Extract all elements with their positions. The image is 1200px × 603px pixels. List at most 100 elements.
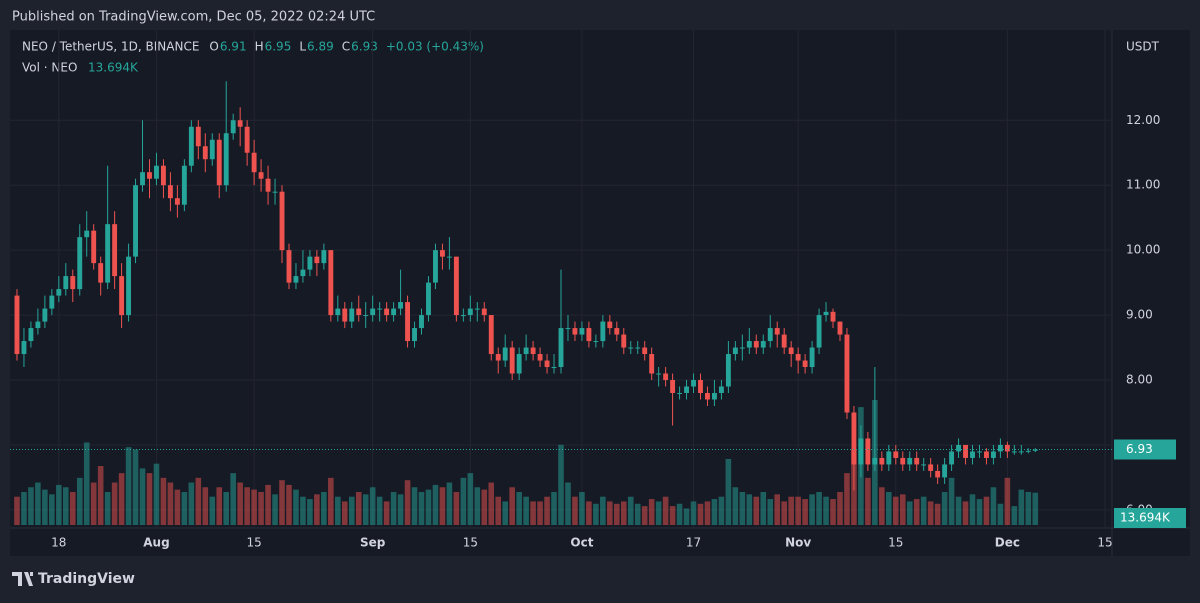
volume-bar xyxy=(990,487,997,525)
candle-body xyxy=(363,315,369,317)
volume-bar xyxy=(474,487,481,525)
volume-bar xyxy=(118,473,125,525)
candle-body xyxy=(767,328,773,342)
volume-bar xyxy=(634,503,641,525)
candle-body xyxy=(725,354,731,387)
volume-bar xyxy=(886,491,892,525)
volume-bar xyxy=(83,442,90,525)
ohlc-key: L xyxy=(299,40,306,54)
candle-body xyxy=(816,315,822,348)
candle-body xyxy=(823,311,829,316)
candle-body xyxy=(886,451,892,465)
candle-body xyxy=(307,256,313,270)
volume-bar xyxy=(307,499,313,525)
volume-bar xyxy=(620,501,627,525)
candle-body xyxy=(77,237,83,290)
volume-bar xyxy=(216,487,223,525)
volume-bar xyxy=(1032,492,1039,525)
volume-bar xyxy=(56,484,62,525)
ohlc-key: H xyxy=(255,40,264,54)
candle-body xyxy=(879,457,885,465)
candle-body xyxy=(439,250,445,257)
candle-body xyxy=(691,380,696,387)
candle-body xyxy=(984,451,989,458)
candle-body xyxy=(977,451,982,453)
candle-body xyxy=(70,276,76,290)
volume-bar xyxy=(432,484,439,525)
volume-bar xyxy=(593,503,599,525)
candle-body xyxy=(1032,449,1038,451)
candle-body xyxy=(154,165,159,179)
candle-body xyxy=(865,438,871,465)
volume-bar xyxy=(390,491,397,525)
candle-body xyxy=(516,354,522,374)
volume-bar xyxy=(69,491,76,525)
candle-body xyxy=(753,341,759,348)
volume-bar xyxy=(460,477,467,525)
volume-bar xyxy=(941,491,948,525)
candle-body xyxy=(335,308,341,316)
candle-body xyxy=(1011,451,1017,453)
volume-bar xyxy=(948,477,955,525)
candle-body xyxy=(412,328,417,342)
volume-bar xyxy=(600,496,606,525)
candle-body xyxy=(1025,450,1031,452)
candle-body xyxy=(356,308,362,316)
volume-bar xyxy=(1011,506,1018,525)
candle-body xyxy=(112,224,118,277)
volume-bar xyxy=(446,482,453,525)
candle-body xyxy=(656,373,662,375)
volume-bar xyxy=(42,489,48,525)
candle-body xyxy=(830,311,836,322)
candle-body xyxy=(126,256,132,316)
volume-bar xyxy=(1004,477,1011,525)
candle-body xyxy=(91,230,97,264)
candle-body xyxy=(265,178,271,192)
volume-bar xyxy=(892,496,899,525)
candle-body xyxy=(900,457,906,465)
candle-body xyxy=(244,126,250,153)
volume-bar xyxy=(237,482,243,525)
volume-bar xyxy=(920,496,927,525)
volume-bar xyxy=(711,499,718,525)
y-tick-label: 9.00 xyxy=(1126,308,1153,322)
volume-bar xyxy=(558,444,564,525)
candle-body xyxy=(684,386,689,394)
candle-body xyxy=(739,347,745,349)
last-price-label: 6.93 xyxy=(1126,442,1153,456)
volume-bar xyxy=(286,484,292,525)
candle-body xyxy=(474,308,480,310)
x-tick-label: Dec xyxy=(995,536,1020,550)
candle-body xyxy=(565,328,571,330)
volume-bar xyxy=(865,477,871,525)
candle-body xyxy=(467,308,473,316)
candle-body xyxy=(837,321,843,335)
volume-bar xyxy=(788,496,794,525)
volume-bar xyxy=(969,494,976,525)
candle-body xyxy=(558,328,564,368)
candle-body xyxy=(426,282,431,316)
volume-bar xyxy=(1025,491,1032,525)
x-tick-label: Sep xyxy=(360,536,386,550)
volume-bar xyxy=(495,496,502,525)
candle-body xyxy=(990,451,996,458)
candle-body xyxy=(1004,444,1010,452)
x-tick-label: 15 xyxy=(888,536,903,550)
volume-title: Vol · NEO xyxy=(22,61,77,75)
brand: TradingView xyxy=(38,571,135,587)
volume-bar xyxy=(467,473,474,525)
candle-body xyxy=(119,276,125,316)
volume-bar xyxy=(195,477,202,525)
volume-bar xyxy=(341,501,348,525)
candle-body xyxy=(419,315,424,329)
candle-body xyxy=(286,250,292,283)
volume-bar xyxy=(209,496,216,525)
volume-bar xyxy=(697,503,704,525)
volume-bar xyxy=(809,494,815,525)
candle-body xyxy=(300,269,306,277)
volume-bar xyxy=(481,489,488,525)
x-tick-label: 15 xyxy=(463,536,478,550)
candle-body xyxy=(970,451,975,458)
last-volume-label: 13.694K xyxy=(1120,511,1171,525)
